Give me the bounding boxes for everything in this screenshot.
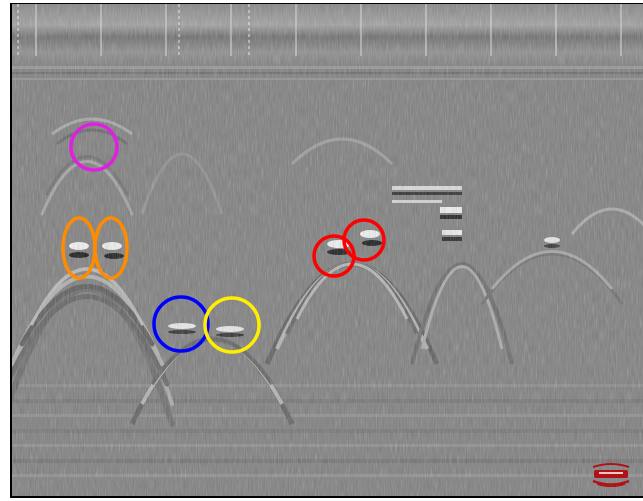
vertical-markers [17, 4, 622, 56]
radargram-svg [12, 4, 643, 496]
company-logo [592, 463, 630, 487]
magenta-circle-annotation [69, 122, 119, 172]
yellow-circle-annotation [203, 296, 261, 354]
annotations [61, 122, 386, 354]
gpr-radargram-image [10, 3, 643, 498]
orange-ellipse-annotation-right [93, 216, 129, 280]
red-circle-annotation-right [342, 218, 386, 262]
scan-grain [12, 4, 643, 496]
blue-circle-annotation [152, 295, 210, 353]
